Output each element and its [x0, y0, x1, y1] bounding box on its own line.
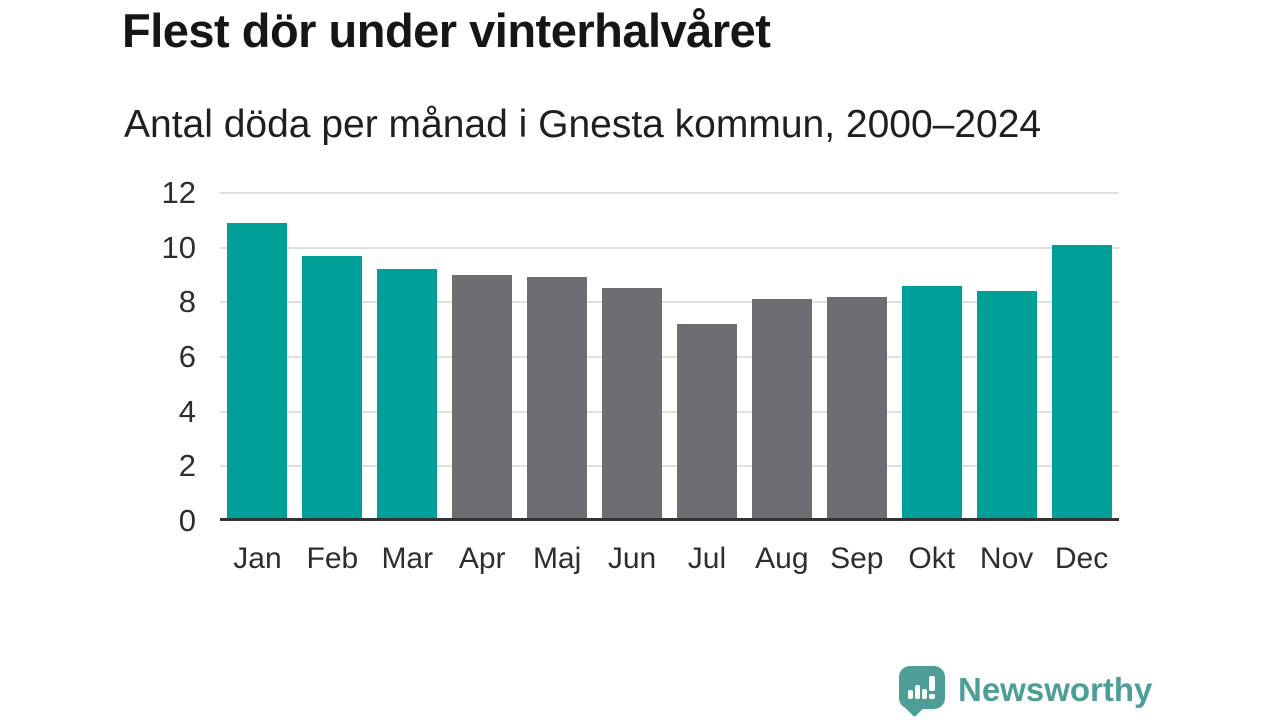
bar-mar — [377, 269, 438, 518]
x-tick-label-jul: Jul — [687, 542, 727, 575]
y-tick-label-10: 10 — [161, 229, 196, 265]
logo-exclamation-bar — [929, 676, 935, 691]
gridline-10 — [220, 246, 1119, 249]
x-tick-label-feb: Feb — [306, 542, 359, 575]
logo-bubble — [899, 666, 945, 709]
gridline-8 — [220, 301, 1119, 304]
bar-nov — [976, 291, 1037, 518]
y-tick-label-6: 6 — [178, 339, 196, 374]
x-tick-label-sep: Sep — [830, 542, 884, 575]
bar-jul — [676, 323, 737, 518]
newsworthy-logo-icon — [899, 665, 945, 718]
x-tick-label-okt: Okt — [908, 542, 956, 575]
plot-area — [220, 192, 1119, 521]
bar-apr — [452, 274, 513, 518]
bar-sep — [826, 296, 887, 518]
gridline-2 — [220, 465, 1119, 468]
bar-maj — [527, 277, 588, 518]
chart-title: Flest dör under vinterhalvåret — [122, 4, 771, 57]
bar-jan — [227, 222, 288, 518]
y-tick-label-12: 12 — [161, 175, 196, 210]
logo-bar-1 — [908, 690, 913, 699]
bar-dec — [1051, 244, 1112, 518]
gridline-6 — [220, 356, 1119, 358]
y-tick-label-0: 0 — [178, 503, 196, 538]
logo-exclamation-dot — [929, 694, 935, 699]
bar-okt — [901, 285, 962, 518]
y-tick-label-8: 8 — [178, 284, 196, 320]
newsworthy-logo-text: Newsworthy — [958, 671, 1153, 708]
gridline-12 — [220, 192, 1119, 194]
x-tick-label-jan: Jan — [233, 542, 282, 575]
y-tick-label-2: 2 — [178, 448, 196, 484]
logo-bar-2 — [915, 685, 920, 699]
y-tick-label-4: 4 — [178, 393, 196, 429]
bar-jun — [602, 288, 663, 518]
gridline-4 — [220, 410, 1119, 413]
bar-aug — [751, 299, 812, 518]
bar-feb — [302, 255, 363, 518]
logo-bar-3 — [922, 689, 927, 699]
chart-subtitle: Antal döda per månad i Gnesta kommun, 20… — [124, 103, 1042, 146]
x-tick-label-maj: Maj — [532, 542, 582, 575]
x-tick-label-apr: Apr — [458, 542, 506, 575]
x-tick-label-nov: Nov — [979, 542, 1034, 575]
x-tick-label-dec: Dec — [1054, 542, 1109, 575]
x-tick-label-jun: Jun — [607, 542, 657, 575]
x-tick-label-mar: Mar — [381, 542, 434, 575]
x-tick-label-aug: Aug — [755, 542, 809, 575]
